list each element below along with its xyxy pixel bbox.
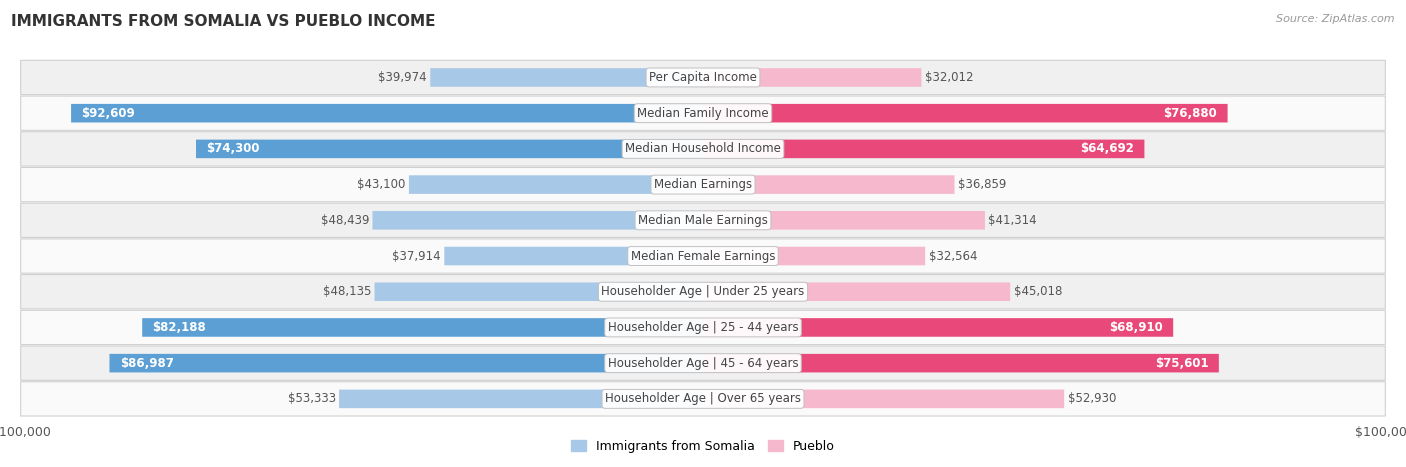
Text: $92,609: $92,609 [82, 106, 135, 120]
Text: Median Earnings: Median Earnings [654, 178, 752, 191]
FancyBboxPatch shape [339, 389, 703, 408]
Text: Householder Age | Under 25 years: Householder Age | Under 25 years [602, 285, 804, 298]
FancyBboxPatch shape [703, 211, 984, 230]
FancyBboxPatch shape [373, 211, 703, 230]
Text: IMMIGRANTS FROM SOMALIA VS PUEBLO INCOME: IMMIGRANTS FROM SOMALIA VS PUEBLO INCOME [11, 14, 436, 29]
Text: $32,012: $32,012 [925, 71, 973, 84]
FancyBboxPatch shape [21, 382, 1385, 416]
FancyBboxPatch shape [110, 354, 703, 373]
FancyBboxPatch shape [430, 68, 703, 87]
FancyBboxPatch shape [21, 203, 1385, 237]
Text: $76,880: $76,880 [1164, 106, 1218, 120]
FancyBboxPatch shape [703, 140, 1144, 158]
FancyBboxPatch shape [703, 283, 1010, 301]
Text: $45,018: $45,018 [1014, 285, 1062, 298]
Text: Householder Age | 45 - 64 years: Householder Age | 45 - 64 years [607, 357, 799, 370]
Text: Householder Age | Over 65 years: Householder Age | Over 65 years [605, 392, 801, 405]
FancyBboxPatch shape [21, 60, 1385, 95]
FancyBboxPatch shape [374, 283, 703, 301]
FancyBboxPatch shape [21, 132, 1385, 166]
Legend: Immigrants from Somalia, Pueblo: Immigrants from Somalia, Pueblo [567, 435, 839, 458]
FancyBboxPatch shape [195, 140, 703, 158]
Text: $68,910: $68,910 [1109, 321, 1163, 334]
Text: Median Household Income: Median Household Income [626, 142, 780, 156]
Text: $48,439: $48,439 [321, 214, 370, 227]
FancyBboxPatch shape [21, 168, 1385, 202]
Text: $48,135: $48,135 [323, 285, 371, 298]
FancyBboxPatch shape [703, 68, 921, 87]
FancyBboxPatch shape [21, 275, 1385, 309]
FancyBboxPatch shape [21, 239, 1385, 273]
Text: $43,100: $43,100 [357, 178, 405, 191]
FancyBboxPatch shape [409, 175, 703, 194]
FancyBboxPatch shape [142, 318, 703, 337]
Text: Median Male Earnings: Median Male Earnings [638, 214, 768, 227]
Text: $36,859: $36,859 [957, 178, 1007, 191]
FancyBboxPatch shape [703, 354, 1219, 373]
Text: Per Capita Income: Per Capita Income [650, 71, 756, 84]
FancyBboxPatch shape [72, 104, 703, 122]
Text: $41,314: $41,314 [988, 214, 1038, 227]
FancyBboxPatch shape [21, 96, 1385, 130]
FancyBboxPatch shape [444, 247, 703, 265]
FancyBboxPatch shape [703, 247, 925, 265]
FancyBboxPatch shape [703, 175, 955, 194]
FancyBboxPatch shape [703, 318, 1173, 337]
Text: $64,692: $64,692 [1080, 142, 1135, 156]
Text: Source: ZipAtlas.com: Source: ZipAtlas.com [1277, 14, 1395, 24]
Text: Median Family Income: Median Family Income [637, 106, 769, 120]
FancyBboxPatch shape [703, 104, 1227, 122]
Text: Median Female Earnings: Median Female Earnings [631, 249, 775, 262]
Text: $75,601: $75,601 [1154, 357, 1209, 370]
FancyBboxPatch shape [21, 346, 1385, 380]
Text: $82,188: $82,188 [152, 321, 207, 334]
Text: $74,300: $74,300 [207, 142, 260, 156]
Text: Householder Age | 25 - 44 years: Householder Age | 25 - 44 years [607, 321, 799, 334]
Text: $53,333: $53,333 [288, 392, 336, 405]
Text: $37,914: $37,914 [392, 249, 441, 262]
Text: $32,564: $32,564 [928, 249, 977, 262]
FancyBboxPatch shape [21, 310, 1385, 345]
Text: $86,987: $86,987 [120, 357, 173, 370]
Text: $39,974: $39,974 [378, 71, 427, 84]
Text: $52,930: $52,930 [1067, 392, 1116, 405]
FancyBboxPatch shape [703, 389, 1064, 408]
